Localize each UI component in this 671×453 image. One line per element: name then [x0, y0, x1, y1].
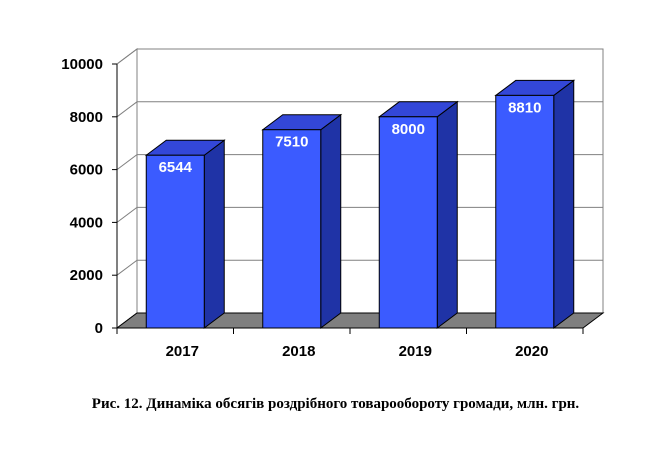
- x-axis-labels: 2017 2018 2019 2020: [166, 343, 549, 360]
- y-tick-label: 6000: [70, 162, 103, 179]
- bar-side: [203, 139, 225, 329]
- bars: 6544 7510 8000 8810: [144, 79, 576, 329]
- y-tick-label: 8000: [70, 109, 103, 126]
- bar-2017: 6544: [144, 139, 226, 329]
- bar-2018: 7510: [261, 113, 343, 329]
- bar-front: [145, 154, 205, 329]
- bar-front: [495, 94, 555, 329]
- side-wall: [116, 48, 138, 329]
- bar-2020: 8810: [494, 79, 576, 329]
- y-tick-label: 10000: [61, 56, 103, 73]
- bar-2019: 8000: [377, 100, 459, 329]
- figure-caption: Рис. 12. Динаміка обсягів роздрібного то…: [91, 396, 580, 412]
- bar-side: [553, 79, 575, 329]
- data-label: 7510: [275, 134, 308, 151]
- data-label: 8000: [392, 121, 425, 138]
- y-tick-label: 0: [95, 320, 103, 337]
- bar-side: [436, 100, 458, 329]
- x-tick-label: 2018: [282, 343, 315, 360]
- y-tick-label: 4000: [70, 214, 103, 231]
- x-tick-label: 2020: [515, 343, 548, 360]
- bar-front: [262, 129, 322, 329]
- data-label: 6544: [159, 159, 193, 176]
- gridline: [116, 48, 603, 65]
- bar-side: [320, 113, 342, 329]
- y-tick-label: 2000: [70, 267, 103, 284]
- x-tick-label: 2019: [399, 343, 432, 360]
- x-tick-label: 2017: [166, 343, 199, 360]
- data-label: 8810: [508, 99, 541, 116]
- y-axis-ticks: 0 2000 4000 6000 8000 10000: [61, 56, 118, 337]
- bar-front: [378, 116, 438, 329]
